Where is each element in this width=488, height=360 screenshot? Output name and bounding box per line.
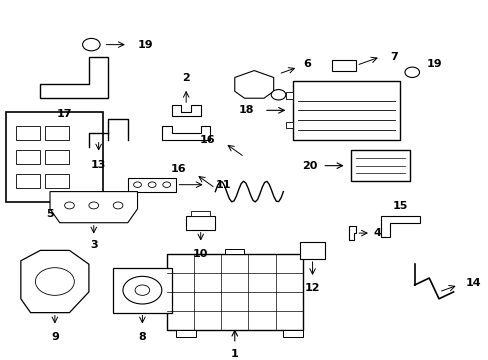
Bar bbox=[16, 126, 40, 140]
Text: 12: 12 bbox=[304, 283, 320, 293]
Circle shape bbox=[148, 182, 156, 188]
Bar bbox=[285, 122, 292, 129]
Polygon shape bbox=[21, 251, 89, 312]
Circle shape bbox=[89, 202, 99, 209]
Bar bbox=[224, 249, 244, 254]
Bar bbox=[285, 92, 292, 99]
Bar bbox=[351, 150, 409, 181]
Polygon shape bbox=[40, 57, 108, 98]
Circle shape bbox=[82, 39, 100, 51]
Bar bbox=[283, 330, 302, 337]
Text: 20: 20 bbox=[302, 161, 317, 171]
Text: 16: 16 bbox=[199, 135, 215, 145]
Text: 17: 17 bbox=[57, 109, 72, 118]
Text: 4: 4 bbox=[372, 228, 381, 238]
Polygon shape bbox=[380, 216, 419, 237]
Bar bbox=[186, 216, 215, 230]
Text: 19: 19 bbox=[137, 40, 153, 50]
Circle shape bbox=[163, 182, 170, 188]
Circle shape bbox=[271, 90, 285, 100]
Text: 6: 6 bbox=[302, 59, 310, 69]
Bar bbox=[45, 126, 69, 140]
Bar bbox=[113, 268, 171, 312]
Bar bbox=[45, 174, 69, 188]
Circle shape bbox=[113, 202, 122, 209]
Polygon shape bbox=[171, 105, 201, 116]
Polygon shape bbox=[348, 226, 356, 240]
Polygon shape bbox=[162, 126, 210, 140]
Text: 16: 16 bbox=[170, 164, 186, 174]
Text: 11: 11 bbox=[215, 180, 230, 190]
Bar bbox=[16, 174, 40, 188]
Text: 15: 15 bbox=[391, 201, 407, 211]
Bar bbox=[16, 150, 40, 164]
Text: 7: 7 bbox=[389, 52, 397, 62]
Circle shape bbox=[64, 202, 74, 209]
Text: 1: 1 bbox=[230, 349, 238, 359]
Polygon shape bbox=[234, 71, 273, 98]
Text: 14: 14 bbox=[465, 278, 480, 288]
Circle shape bbox=[133, 182, 141, 188]
Bar bbox=[292, 81, 399, 140]
Text: 9: 9 bbox=[51, 332, 59, 342]
Bar bbox=[191, 211, 210, 216]
Text: 8: 8 bbox=[138, 332, 146, 342]
Text: 3: 3 bbox=[90, 240, 98, 250]
Text: 18: 18 bbox=[238, 105, 254, 115]
Text: 5: 5 bbox=[46, 209, 54, 219]
Text: 19: 19 bbox=[426, 59, 442, 69]
Bar bbox=[300, 242, 324, 259]
Bar bbox=[6, 112, 103, 202]
Bar bbox=[45, 150, 69, 164]
Bar bbox=[127, 178, 176, 192]
Text: 13: 13 bbox=[91, 161, 106, 171]
Text: 10: 10 bbox=[193, 249, 208, 259]
Bar bbox=[166, 254, 302, 330]
Circle shape bbox=[404, 67, 419, 77]
Bar bbox=[331, 60, 356, 71]
Text: 2: 2 bbox=[182, 73, 190, 83]
Polygon shape bbox=[50, 192, 137, 223]
Bar bbox=[176, 330, 196, 337]
